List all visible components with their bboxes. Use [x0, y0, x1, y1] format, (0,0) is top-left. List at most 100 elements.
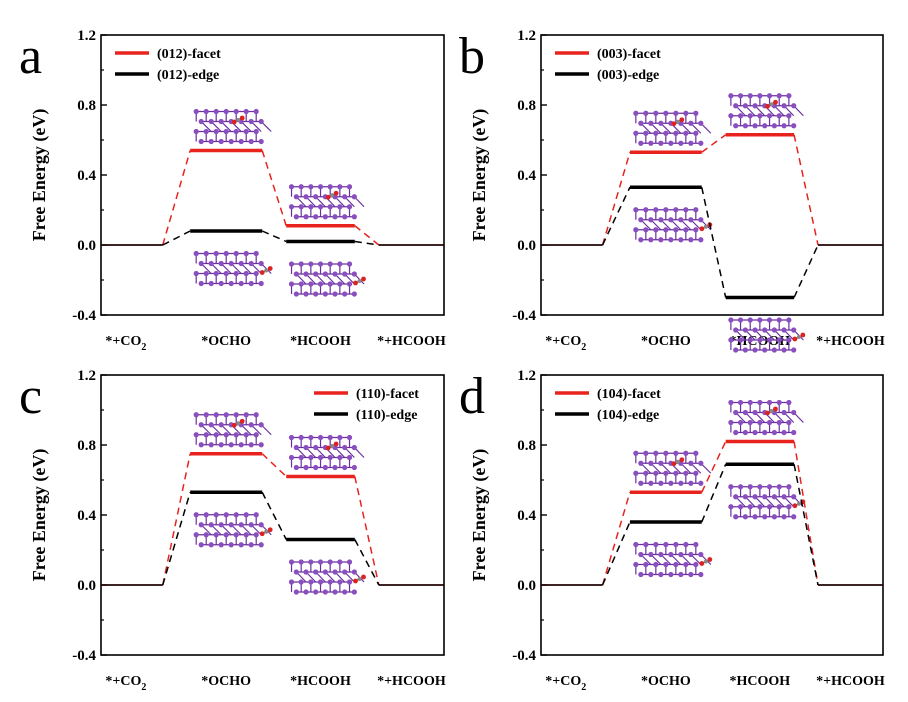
adsorbate-molecule-icon — [259, 266, 273, 275]
category-label: *+HCOOH — [816, 674, 885, 689]
legend: (110)-facet (110)-edge — [314, 387, 419, 423]
series-edge — [101, 490, 444, 586]
y-axis-title: Free Energy (eV) — [29, 109, 50, 242]
legend-label: (104)-edge — [597, 408, 659, 423]
legend-label: (003)-facet — [597, 47, 661, 62]
transition-connector — [261, 491, 287, 540]
y-tick-label: -0.4 — [512, 308, 536, 324]
y-tick-label: 0.4 — [517, 508, 536, 524]
category-label: *OCHO — [201, 334, 251, 349]
plot-frame — [540, 374, 884, 656]
category-label: *+CO2 — [105, 334, 146, 353]
panel-c: -0.4 0.0 0.4 0.8 1.2 Free Energy (eV) *+CO2 *OC… — [19, 368, 446, 693]
crystal-slab-structure-icon — [728, 399, 804, 436]
adsorbate-molecule-icon — [353, 574, 366, 584]
legend-label: (012)-edge — [157, 68, 219, 83]
y-tick-label: 0.0 — [77, 238, 96, 254]
y-tick-label: 0.8 — [517, 438, 536, 454]
crystal-slab-structure-icon — [633, 450, 712, 486]
adsorbate-molecule-icon — [353, 276, 366, 286]
crystal-slab-structure-icon — [288, 434, 365, 471]
y-tick-label: 0.4 — [77, 168, 96, 184]
y-tick-label: 1.2 — [517, 28, 536, 44]
adsorbate-molecule-icon — [671, 457, 685, 467]
panel-d: -0.4 0.0 0.4 0.8 1.2 Free Energy (eV) *+CO2 *OC… — [459, 368, 885, 693]
crystal-slab-structure-icon — [193, 412, 272, 448]
crystal-slab-structure-icon — [193, 250, 272, 287]
category-label: *+HCOOH — [377, 674, 446, 689]
adsorbate-molecule-icon — [325, 441, 339, 451]
crystal-slab-structure-icon — [193, 108, 272, 145]
transition-connector — [162, 453, 191, 586]
plot-frame — [100, 34, 445, 316]
transition-connector — [701, 134, 727, 153]
y-tick-label: 0.4 — [517, 168, 536, 184]
adsorbate-molecule-icon — [325, 190, 339, 200]
plot-frame — [540, 34, 884, 316]
transition-connector — [601, 152, 631, 246]
legend-label: (104)-facet — [597, 387, 661, 402]
crystal-slab-structure-icon — [633, 207, 712, 243]
transition-connector — [601, 186, 631, 246]
crystal-slab-structure-icon — [288, 261, 365, 297]
y-tick-label: 0.8 — [77, 438, 96, 454]
series-facet — [541, 133, 883, 246]
transition-connector — [162, 230, 191, 246]
series-edge — [101, 229, 444, 246]
adsorbate-molecule-icon — [792, 499, 806, 509]
legend-label: (003)-edge — [597, 68, 659, 83]
category-label: *HCOOH — [290, 674, 351, 689]
y-tick-label: 0.0 — [517, 578, 536, 594]
legend: (003)-facet (003)-edge — [555, 47, 661, 83]
transition-connector — [701, 187, 727, 298]
category-label: *+CO2 — [545, 334, 586, 353]
adsorbate-molecule-icon — [765, 99, 778, 109]
transition-connector — [601, 521, 631, 586]
adsorbate-molecule-icon — [699, 557, 713, 566]
y-axis-title: Free Energy (eV) — [469, 109, 490, 242]
category-label: *+HCOOH — [377, 334, 446, 349]
transition-connector — [793, 464, 819, 586]
adsorbate-molecule-icon — [231, 418, 245, 428]
y-tick-label: 0.4 — [77, 508, 96, 524]
category-label: *OCHO — [641, 674, 691, 689]
transition-connector — [793, 244, 819, 298]
transition-connector — [261, 150, 287, 226]
category-label: *OCHO — [201, 674, 251, 689]
y-tick-label: 0.0 — [517, 238, 536, 254]
crystal-slab-structure-icon — [633, 541, 712, 578]
crystal-slab-structure-icon — [288, 559, 365, 595]
y-tick-label: 0.8 — [517, 98, 536, 114]
transition-connector — [354, 476, 380, 586]
y-tick-label: 1.2 — [517, 368, 536, 384]
legend-label: (012)-facet — [157, 47, 221, 62]
transition-connector — [261, 230, 287, 243]
y-tick-label: -0.4 — [72, 308, 96, 324]
crystal-slab-structure-icon — [288, 184, 365, 220]
transition-connector — [354, 539, 380, 586]
y-tick-label: 1.2 — [77, 368, 96, 384]
series-edge — [541, 185, 883, 300]
panel-letter: b — [459, 28, 485, 85]
panel-letter: c — [19, 368, 42, 425]
category-label: *+HCOOH — [816, 334, 885, 349]
category-label: *+CO2 — [545, 674, 586, 693]
y-axis-title: Free Energy (eV) — [29, 449, 50, 582]
y-tick-label: -0.4 — [72, 648, 96, 664]
panel-b: -0.4 0.0 0.4 0.8 1.2 Free Energy (eV) *+CO2 *OC… — [459, 28, 885, 353]
series-facet — [101, 452, 444, 586]
y-axis-title: Free Energy (eV) — [469, 449, 490, 582]
crystal-slab-structure-icon — [728, 484, 804, 520]
y-tick-label: -0.4 — [512, 648, 536, 664]
crystal-slab-structure-icon — [193, 512, 272, 548]
transition-connector — [162, 150, 191, 246]
panel-letter: d — [459, 368, 485, 425]
legend-label: (110)-edge — [356, 408, 417, 423]
legend-label: (110)-facet — [356, 387, 419, 402]
category-label: *HCOOH — [730, 674, 791, 689]
crystal-slab-structure-icon — [728, 93, 804, 129]
crystal-slab-structure-icon — [633, 110, 712, 146]
adsorbate-molecule-icon — [792, 332, 806, 342]
transition-connector — [261, 453, 287, 478]
